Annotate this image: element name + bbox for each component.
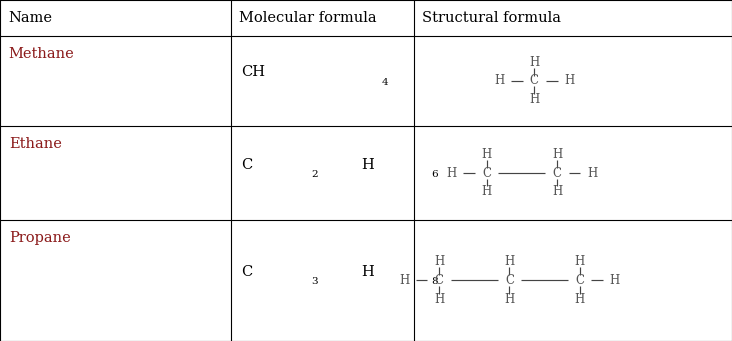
Text: H: H bbox=[575, 255, 585, 268]
Text: Methane: Methane bbox=[9, 47, 75, 61]
Text: H: H bbox=[575, 293, 585, 306]
Text: C: C bbox=[435, 274, 444, 287]
Text: H: H bbox=[552, 148, 562, 161]
Text: H: H bbox=[482, 148, 492, 161]
Text: C: C bbox=[575, 274, 584, 287]
Text: Structural formula: Structural formula bbox=[422, 11, 561, 25]
Text: H: H bbox=[504, 293, 515, 306]
Text: H: H bbox=[362, 265, 374, 279]
Text: C: C bbox=[505, 274, 514, 287]
Text: H: H bbox=[529, 93, 539, 106]
Text: H: H bbox=[587, 166, 597, 180]
Text: H: H bbox=[434, 293, 444, 306]
Text: C: C bbox=[482, 166, 491, 180]
Text: 6: 6 bbox=[432, 169, 438, 179]
Text: CH: CH bbox=[242, 65, 266, 79]
Text: H: H bbox=[434, 255, 444, 268]
Text: C: C bbox=[530, 74, 539, 88]
Text: Propane: Propane bbox=[9, 231, 70, 245]
Text: H: H bbox=[504, 255, 515, 268]
Text: 8: 8 bbox=[432, 277, 438, 286]
Text: H: H bbox=[482, 185, 492, 198]
Text: H: H bbox=[610, 274, 620, 287]
Text: C: C bbox=[553, 166, 561, 180]
Text: H: H bbox=[564, 74, 575, 88]
Text: H: H bbox=[552, 185, 562, 198]
Text: Name: Name bbox=[9, 11, 53, 25]
Text: H: H bbox=[362, 158, 374, 172]
Text: H: H bbox=[399, 274, 409, 287]
Text: H: H bbox=[529, 56, 539, 69]
Text: Ethane: Ethane bbox=[9, 137, 61, 151]
Text: C: C bbox=[242, 265, 253, 279]
Text: C: C bbox=[242, 158, 253, 172]
Text: 3: 3 bbox=[312, 277, 318, 286]
Text: 4: 4 bbox=[381, 77, 388, 87]
Text: H: H bbox=[494, 74, 504, 88]
Text: Molecular formula: Molecular formula bbox=[239, 11, 377, 25]
Text: H: H bbox=[447, 166, 457, 180]
Text: 2: 2 bbox=[312, 169, 318, 179]
